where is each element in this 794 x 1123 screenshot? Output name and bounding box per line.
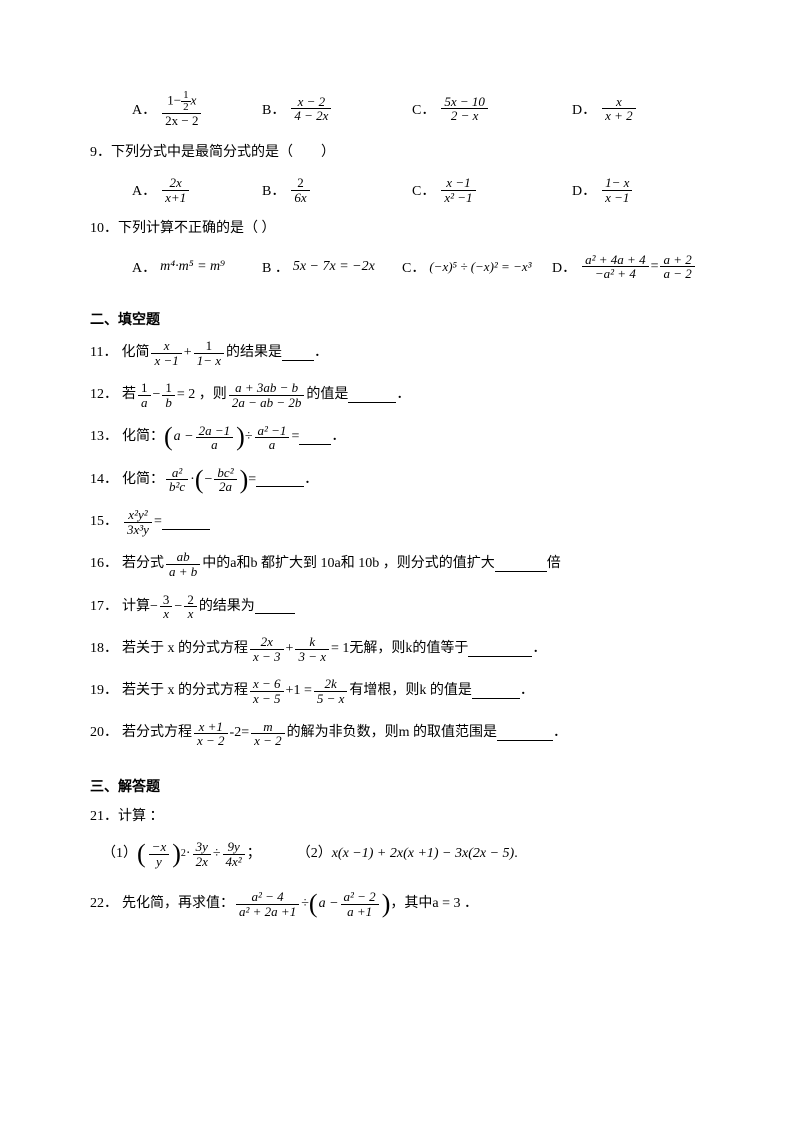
q8-opt-b-frac: x − 24 − 2x [291,95,331,123]
q9-opt-d-label: D． [572,180,596,200]
q8-opt-b-label: B． [262,99,285,119]
q8-opt-d-frac: xx + 2 [602,95,636,123]
q13: 13． 化简： a − 2a −1a ÷ a² −1a = ． [90,424,714,452]
q9-opt-d-frac: 1− xx −1 [602,176,632,204]
section-solve: 三、解答题 [90,776,714,796]
q14: 14． 化简： a²b²c · − bc²2a = ． [90,466,714,494]
q22: 22． 先化简，再求值： a² − 4a² + 2a +1 ÷ a − a² −… [90,890,714,918]
q10-opt-c: (−x)⁵ ÷ (−x)² = −x³ [429,259,531,275]
q8-opt-a-frac: 1−12x 2x − 2 [162,90,201,128]
q19: 19． 若关于 x 的分式方程 x − 6x − 5 +1 = 2k5 − x … [90,677,714,705]
q8-opt-a-label: A． [132,99,156,119]
q9-opt-a-frac: 2xx+1 [162,176,189,204]
q17-blank[interactable] [255,599,295,614]
q20-blank[interactable] [497,726,553,741]
q13-blank[interactable] [299,430,331,445]
q9-opt-b-label: B． [262,180,285,200]
q8-opt-c-label: C． [412,99,435,119]
q10-d-right: a + 2a − 2 [660,253,694,281]
q18-blank[interactable] [468,642,532,657]
q11: 11． 化简 xx −1 + 11− x 的结果是 ． [90,339,714,367]
q19-blank[interactable] [472,684,520,699]
q10-opt-a: m⁴·m⁵ = m⁹ [160,259,225,275]
q9-opt-b-frac: 26x [291,176,309,204]
q16-blank[interactable] [495,557,547,572]
q21: 21．计算 ： [90,806,714,828]
q9-opt-a-label: A． [132,180,156,200]
q15-blank[interactable] [162,515,210,530]
q18: 18． 若关于 x 的分式方程 2xx − 3 + k3 − x = 1无解，则… [90,635,714,663]
q8-opt-c-frac: 5x − 102 − x [441,95,488,123]
q10-opt-d-label: D． [552,257,576,277]
q10-text: 10．下列计算不正确的是（ ） [90,218,714,240]
q21-sub: （1） −xy 2 · 3y2x ÷ 9y4x² ； （2） x(x −1) +… [102,840,714,868]
q10-opt-b: 5x − 7x = −2x [293,259,375,275]
q11-blank[interactable] [282,346,314,361]
q20: 20． 若分式方程 x +1x − 2 -2= mx − 2 的解为非负数，则m… [90,720,714,748]
q9-text: 9．下列分式中是最简分式的是（ ） [90,142,714,164]
q16: 16． 若分式 aba + b 中的a和b 都扩大到 10a和 10b ，则分式… [90,550,714,578]
q9-opt-c-frac: x −1x² −1 [441,176,475,204]
section-fill: 二、填空题 [90,309,714,329]
q15: 15． x²y²3x³y = [90,508,714,536]
q10-opt-b-label: B ． [262,257,289,277]
q9-opt-c-label: C． [412,180,435,200]
q14-blank[interactable] [256,472,304,487]
q12: 12． 若 1a − 1b = 2 ，则 a + 3ab − b2a − ab … [90,381,714,409]
q10-opt-a-label: A． [132,257,156,277]
q10-d-left: a² + 4a + 4−a² + 4 [582,253,648,281]
q10-opt-c-label: C． [402,257,425,277]
q8-opt-d-label: D． [572,99,596,119]
q17: 17． 计算 − 3x − 2x 的结果为 [90,593,714,621]
q12-blank[interactable] [348,388,396,403]
